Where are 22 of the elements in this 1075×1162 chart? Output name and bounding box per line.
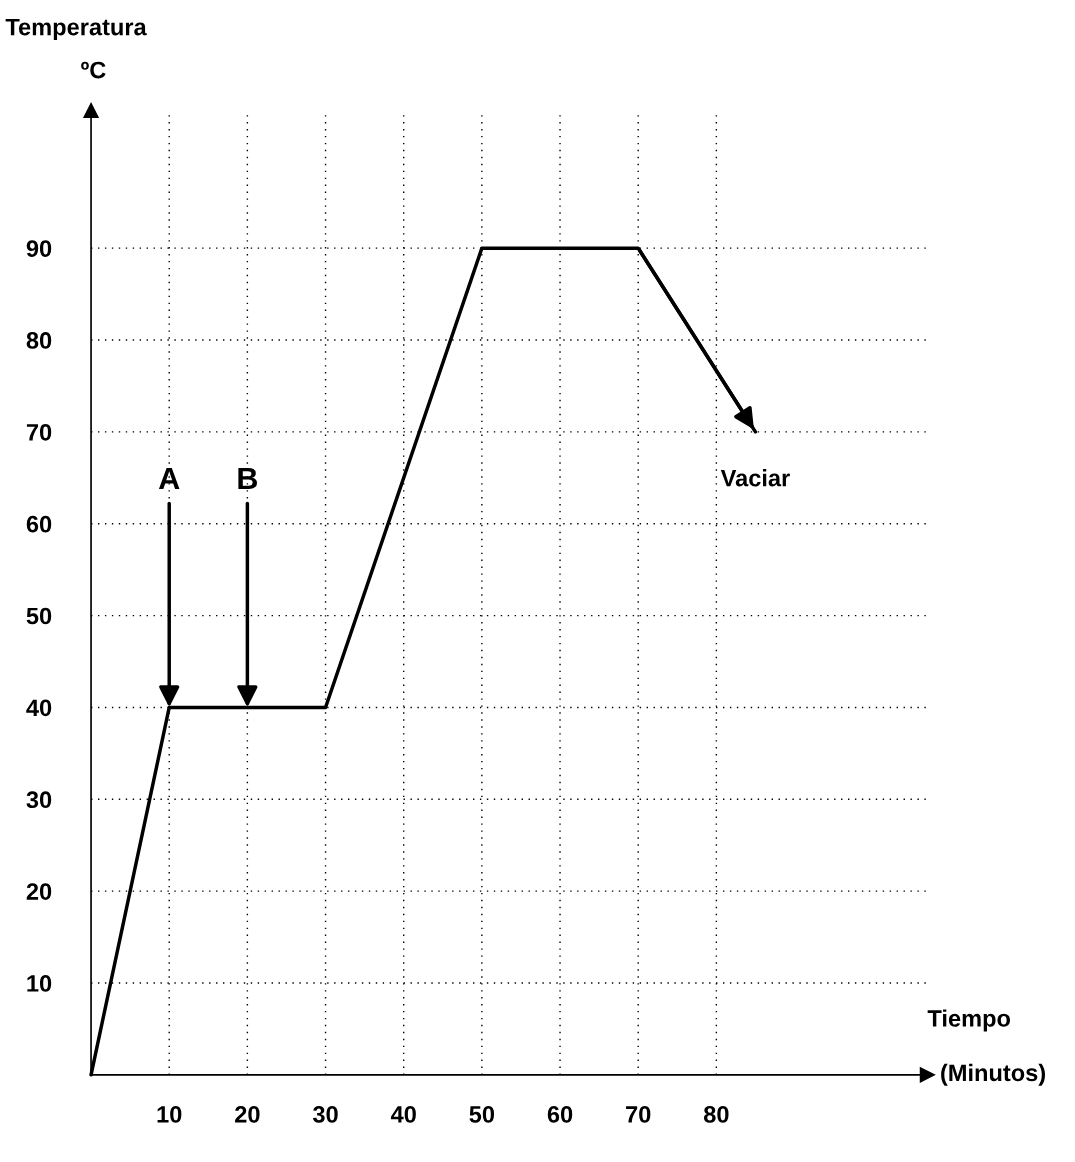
y-tick-label: 40 <box>26 699 52 717</box>
x-tick-label: 80 <box>703 1106 729 1123</box>
x-tick-label: 60 <box>547 1106 573 1123</box>
y-tick-label: 70 <box>26 423 52 441</box>
y-tick-label: 90 <box>26 240 52 257</box>
x-tick-label: 20 <box>235 1106 260 1123</box>
y-tick-label: 10 <box>27 975 52 992</box>
y-tick-label: 20 <box>26 883 52 900</box>
x-tick-label: 30 <box>312 1106 338 1123</box>
y-tick-label: 30 <box>26 791 52 809</box>
y-axis-title: Temperatura ºC <box>5 18 147 79</box>
x-tick-label: 50 <box>469 1106 495 1123</box>
annotation: Vaciar <box>720 469 790 487</box>
y-tick-label: 80 <box>26 332 52 349</box>
x-tick-label: 10 <box>157 1106 182 1123</box>
x-tick-label: 40 <box>390 1106 416 1123</box>
annotation: B <box>238 467 258 489</box>
y-tick-label: 60 <box>26 515 52 533</box>
x-tick-label: 70 <box>626 1106 651 1123</box>
annotation: A <box>158 467 180 489</box>
text: Tiempo (Minutos) <box>927 1009 1045 1086</box>
y-tick-label: 50 <box>26 607 52 625</box>
